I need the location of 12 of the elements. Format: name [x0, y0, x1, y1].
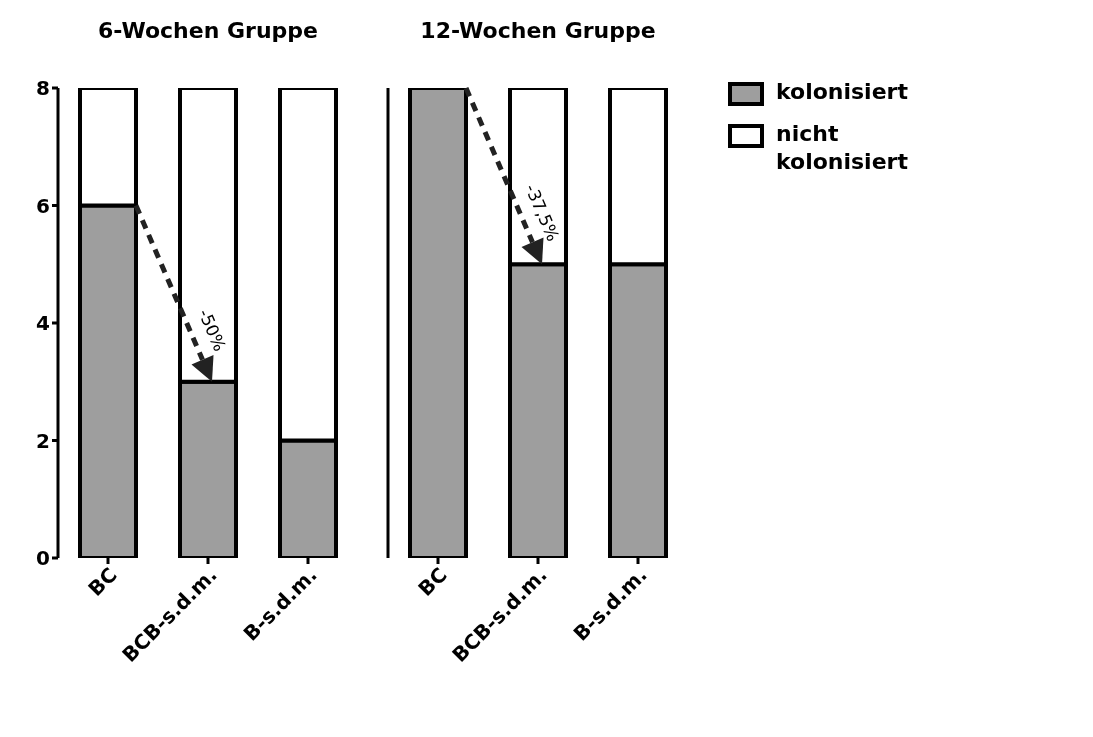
y-tick-label: 0 — [36, 546, 50, 571]
annotation: -50% — [194, 305, 231, 355]
y-tick-label: 2 — [36, 428, 50, 453]
legend-label: kolonisiert — [776, 78, 908, 106]
chart-title: 12-Wochen Gruppe — [419, 18, 657, 43]
legend-label: nicht kolonisiert — [776, 120, 909, 176]
x-tick-label: BC — [413, 562, 452, 601]
x-tick-label: BC — [83, 562, 122, 601]
y-tick-label: 4 — [36, 311, 50, 336]
chart-title: 6-Wochen Gruppe — [97, 18, 319, 43]
y-tick-label: 8 — [36, 76, 50, 101]
y-tick-label: 6 — [36, 193, 50, 218]
